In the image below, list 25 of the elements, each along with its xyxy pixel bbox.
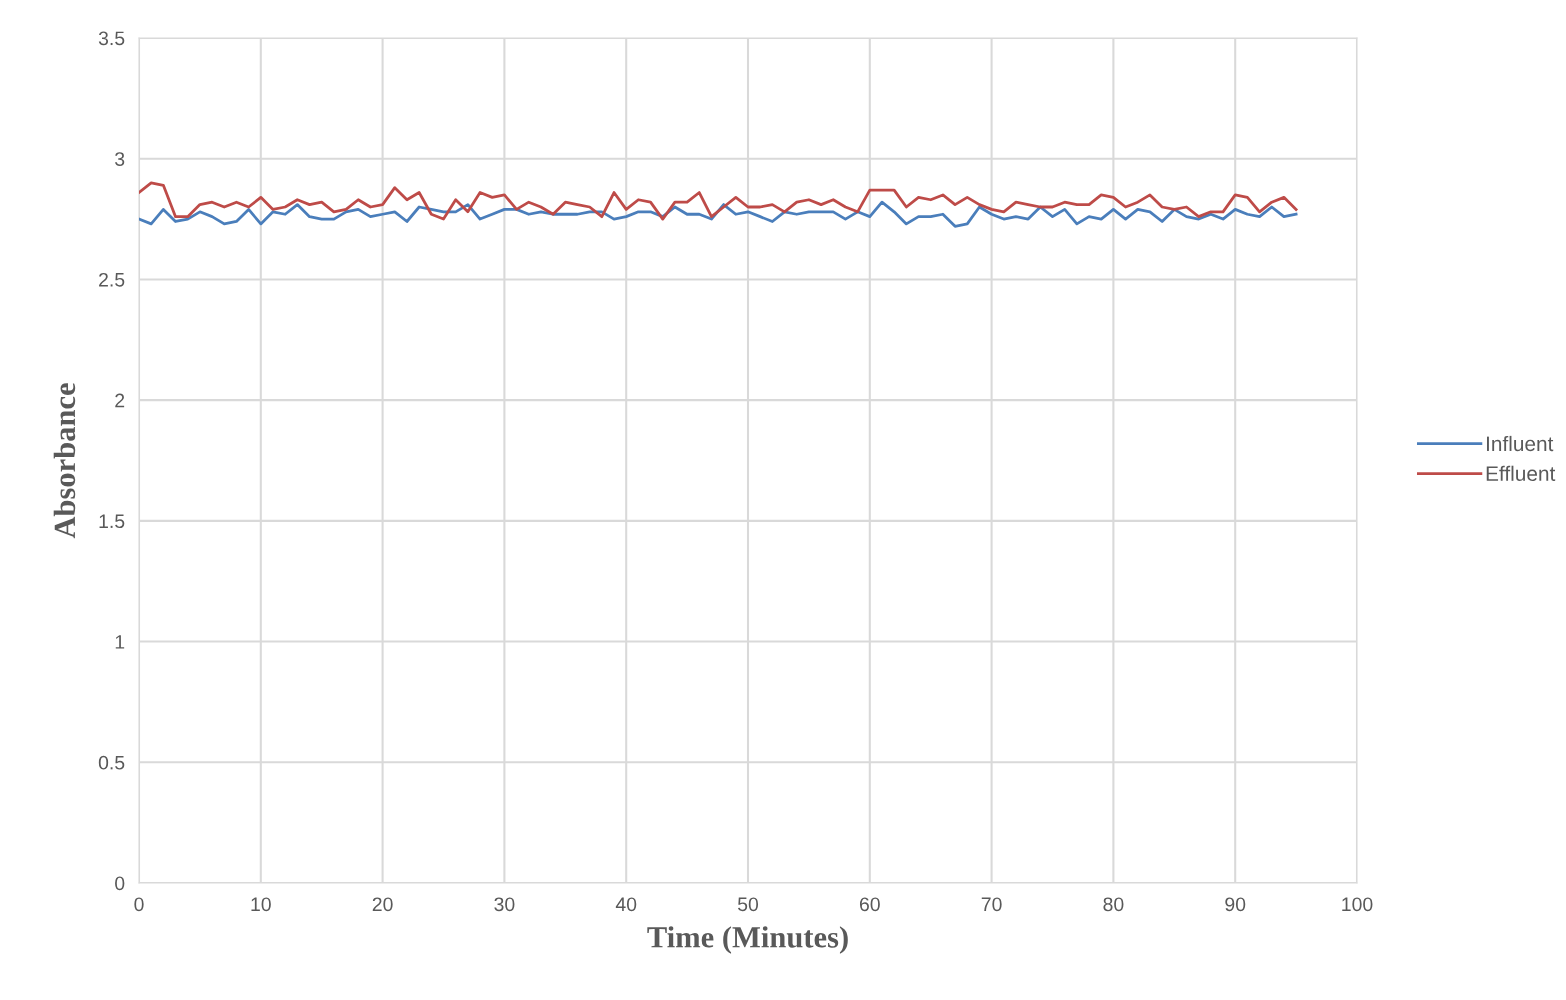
x-tick-label: 50 (737, 897, 759, 912)
x-tick-label: 90 (1225, 897, 1246, 912)
y-tick-label: 2 (115, 393, 125, 408)
line-series (139, 181, 1298, 221)
y-tick-label: 1.5 (99, 514, 125, 529)
x-axis-title: Time (Minutes) (647, 926, 848, 954)
legend-label: Influent (1486, 435, 1554, 452)
x-tick-label: 20 (372, 897, 393, 912)
x-tick-label: 100 (1342, 897, 1373, 912)
x-tick-label: 40 (615, 897, 637, 912)
x-tick-label: 80 (1103, 897, 1124, 912)
x-tick-label: 10 (251, 897, 271, 912)
x-tick-label: 60 (859, 897, 880, 912)
line-series (139, 200, 1298, 228)
y-axis-title: Absorbance (53, 383, 76, 539)
y-tick-label: 0.5 (98, 755, 125, 770)
y-tick-label: 2.5 (99, 272, 125, 287)
y-tick-label: 1 (115, 635, 125, 649)
y-tick-label: 3 (115, 152, 125, 166)
y-tick-label: 3.5 (98, 31, 125, 46)
legend-label: Effluent (1486, 465, 1556, 482)
x-tick-label: 70 (981, 897, 1002, 912)
x-tick-label: 30 (494, 897, 515, 912)
y-tick-label: 0 (115, 876, 125, 891)
x-tick-label: 0 (134, 897, 144, 912)
